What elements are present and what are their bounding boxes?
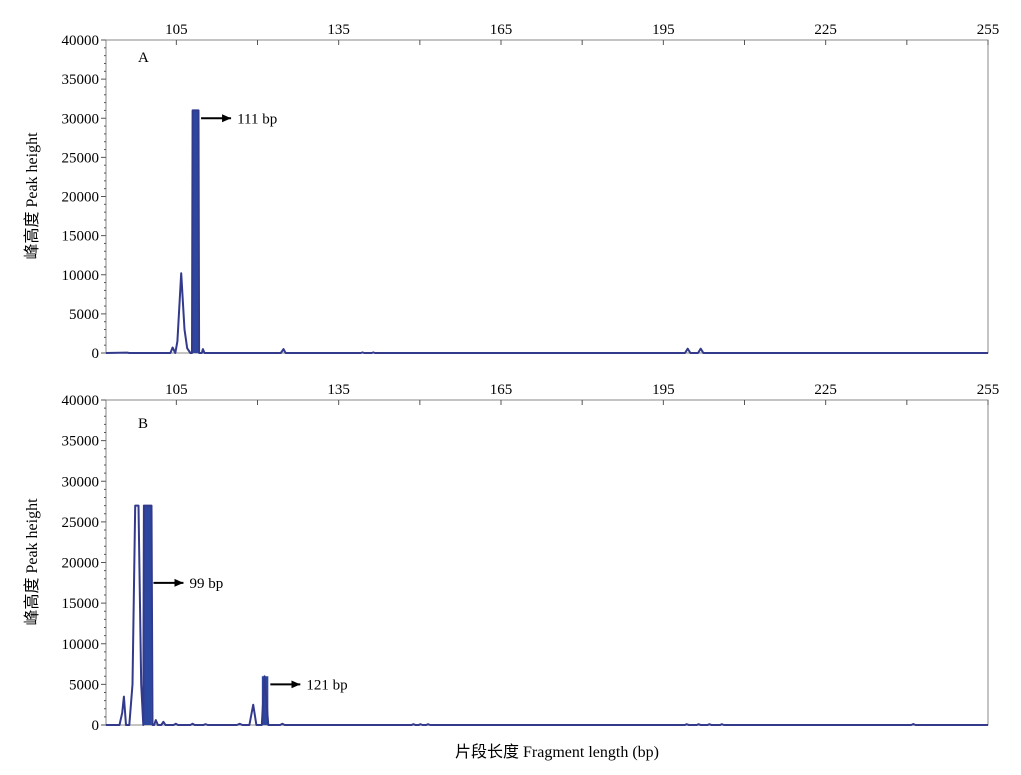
y-axis-tick-labels: 0 5000 10000 15000 20000 25000 30000 35000 40000 <box>62 33 100 362</box>
x-axis-tick-labels: 105 135 165 195 225 255 <box>165 382 999 398</box>
y-tick-label: 5000 <box>69 307 99 323</box>
plot-area-frame <box>105 39 989 354</box>
y-tick-label: 40000 <box>62 393 100 409</box>
x-tick-label: 195 <box>652 22 675 38</box>
panel-label: A <box>138 50 149 66</box>
annotation-label: 121 bp <box>306 677 347 693</box>
x-tick-label: 105 <box>165 22 188 38</box>
y-tick-label: 0 <box>92 718 100 734</box>
annotations: 99 bp 121 bp <box>153 576 348 693</box>
x-axis-ticks <box>175 400 989 405</box>
y-tick-label: 20000 <box>62 190 100 206</box>
y-tick-label: 20000 <box>62 556 100 572</box>
x-tick-label: 255 <box>977 22 1000 38</box>
y-tick-label: 25000 <box>62 515 100 531</box>
y-tick-label: 5000 <box>69 677 99 693</box>
annotation-label: 111 bp <box>237 111 277 127</box>
panel-a: 105 135 165 195 225 255 0 5000 10000 15000 20000 2… <box>23 22 999 362</box>
y-tick-label: 35000 <box>62 72 100 88</box>
annotation-label: 99 bp <box>189 576 223 592</box>
x-tick-label: 255 <box>977 382 1000 398</box>
y-tick-label: 10000 <box>62 268 100 284</box>
y-tick-label: 35000 <box>62 434 100 450</box>
panel-label: B <box>138 416 148 432</box>
x-axis-title: 片段长度 Fragment length (bp) <box>455 743 659 761</box>
x-tick-label: 135 <box>327 22 350 38</box>
y-tick-label: 40000 <box>62 33 100 49</box>
plot-area-frame <box>105 399 989 726</box>
trace-line <box>106 504 988 726</box>
y-tick-label: 15000 <box>62 596 100 612</box>
y-tick-label: 30000 <box>62 111 100 127</box>
x-tick-label: 225 <box>814 22 837 38</box>
x-tick-label: 225 <box>814 382 837 398</box>
filled-peaks <box>143 505 269 725</box>
y-tick-label: 0 <box>92 346 100 362</box>
y-axis-tick-labels: 0 5000 10000 15000 20000 25000 30000 35000 40000 <box>62 393 100 734</box>
y-axis-title: 峰高度 Peak height <box>23 132 41 260</box>
x-tick-label: 165 <box>490 22 513 38</box>
y-axis-ticks <box>101 399 106 726</box>
y-axis-ticks <box>101 39 106 354</box>
panel-b: 105 135 165 195 225 255 0 5000 10000 15000 20000 2… <box>23 382 999 761</box>
called-peak <box>143 505 152 725</box>
y-axis-title: 峰高度 Peak height <box>23 498 41 626</box>
filled-peaks <box>192 110 200 353</box>
called-peak <box>192 110 200 353</box>
x-axis-ticks <box>175 40 989 45</box>
x-tick-label: 135 <box>327 382 350 398</box>
x-tick-label: 195 <box>652 382 675 398</box>
x-tick-label: 165 <box>490 382 513 398</box>
trace-line <box>105 109 988 354</box>
annotations: 111 bp <box>201 111 277 127</box>
x-tick-label: 105 <box>165 382 188 398</box>
y-tick-label: 10000 <box>62 637 100 653</box>
y-tick-label: 25000 <box>62 150 100 166</box>
y-tick-label: 15000 <box>62 229 100 245</box>
y-tick-label: 30000 <box>62 474 100 490</box>
x-axis-tick-labels: 105 135 165 195 225 255 <box>165 22 999 38</box>
